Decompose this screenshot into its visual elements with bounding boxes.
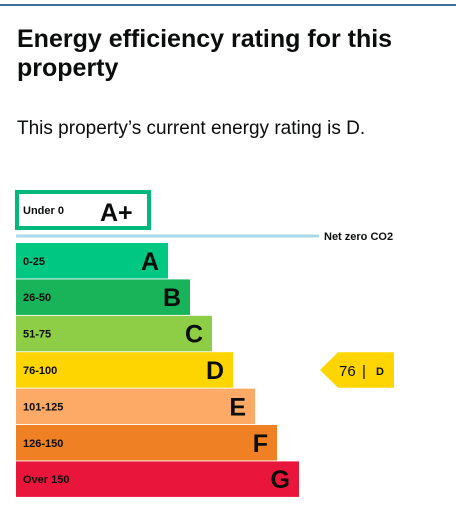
rating-band-c [16,315,212,352]
rating-letter-label: E [229,393,246,421]
rating-band-f [16,425,277,461]
rating-band-e [16,388,255,425]
rating-letter-label: G [271,466,290,494]
rating-letter-label: A+ [100,199,133,227]
rating-range-label: 0-25 [23,256,45,268]
rating-letter-label: B [163,284,181,312]
rating-band-b [16,279,190,315]
rating-letter-label: C [185,321,203,349]
rating-range-label: 101-125 [23,401,63,413]
rating-range-label: 51-75 [23,329,51,341]
rating-band-g [16,461,299,497]
top-rule [0,4,456,6]
page-title: Energy efficiency rating for this proper… [17,25,393,82]
net-zero-label: Net zero CO2 [324,231,393,243]
rating-band-a [16,243,168,279]
rating-band-d [16,352,233,388]
current-rating-indicator [320,352,394,388]
current-rating-separator: | [362,363,366,380]
rating-box-a-plus [15,190,151,230]
rating-range-label: 26-50 [23,292,51,304]
rating-range-label: Over 150 [23,474,69,486]
rating-summary: This property’s current energy rating is… [17,118,366,139]
rating-range-label: 76-100 [23,365,57,377]
rating-range-label: 126-150 [23,438,63,450]
rating-range-label: Under 0 [23,205,64,217]
current-rating-value: 76 [339,363,356,380]
rating-letter-label: D [206,357,224,385]
rating-letter-label: A [141,248,159,276]
rating-letter-label: F [253,430,268,458]
current-rating-letter: D [376,366,384,378]
